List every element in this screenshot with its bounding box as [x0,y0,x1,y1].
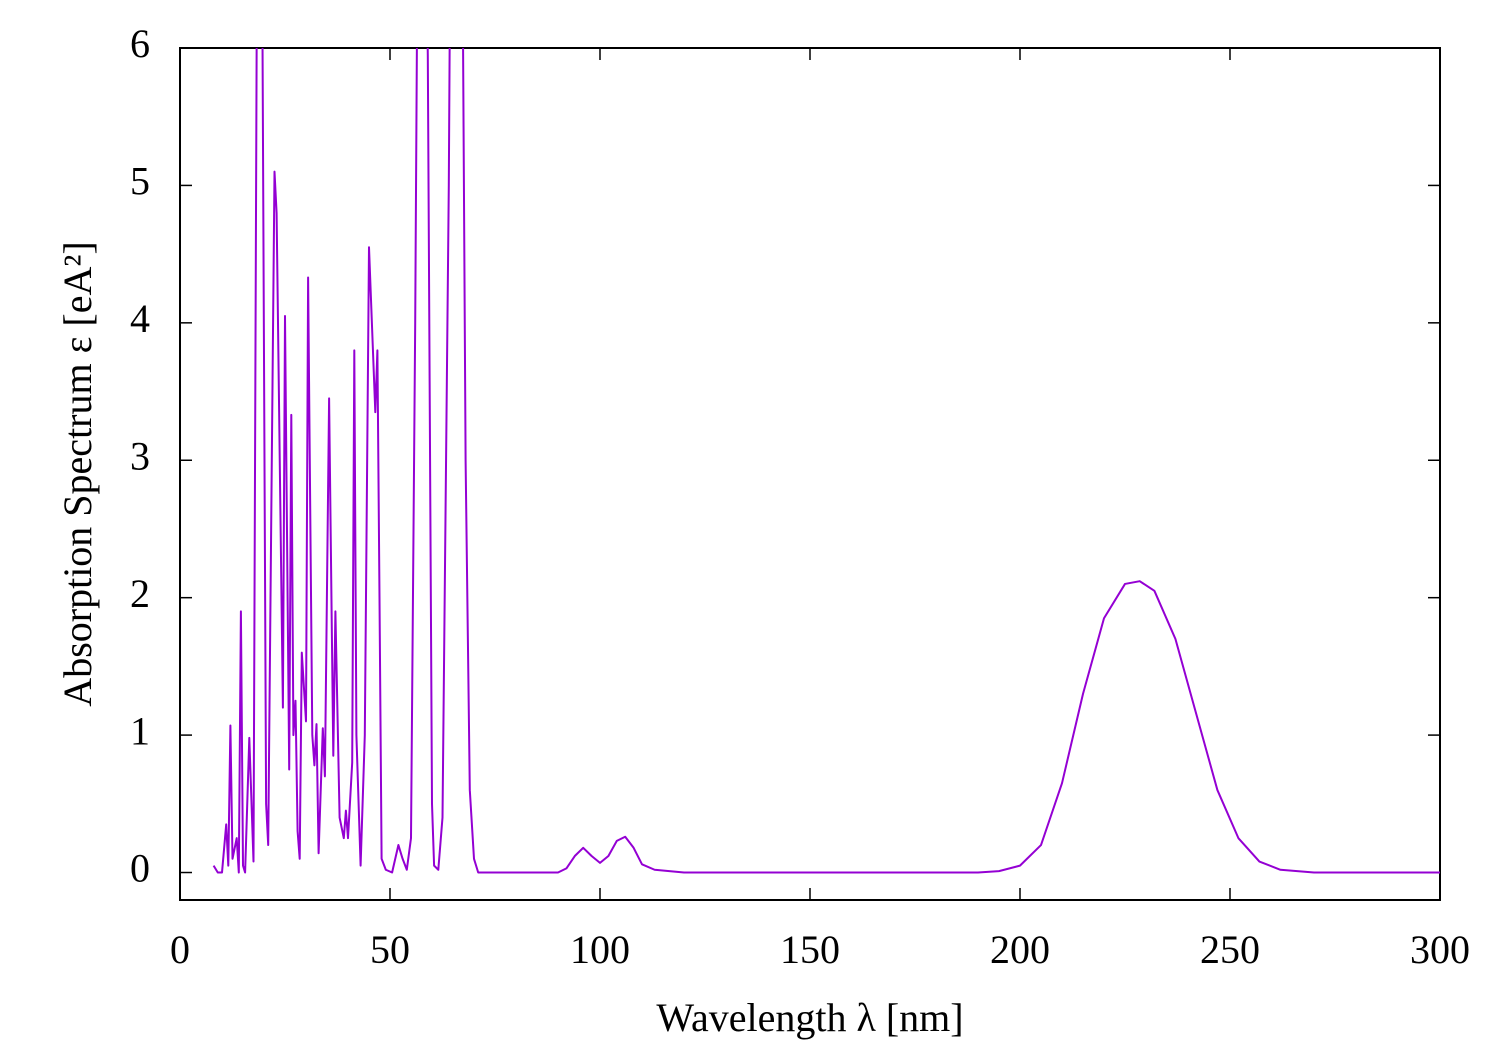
y-tick-label: 5 [130,159,150,204]
y-axis-label: Absorption Spectrum ε [eA²] [55,241,100,706]
x-tick-label: 50 [370,927,410,972]
y-tick-label: 3 [130,433,150,478]
y-tick-label: 4 [130,296,150,341]
x-tick-label: 250 [1200,927,1260,972]
y-tick-label: 2 [130,571,150,616]
x-tick-label: 150 [780,927,840,972]
x-tick-label: 200 [990,927,1050,972]
plot-frame [179,47,1441,901]
x-tick-label: 100 [570,927,630,972]
data-line [212,48,1440,874]
x-tick-label: 300 [1410,927,1470,972]
y-tick-label: 1 [130,708,150,753]
x-axis-label: Wavelength λ [nm] [656,995,963,1040]
y-tick-label: 0 [130,846,150,891]
y-tick-label: 6 [130,21,150,66]
x-tick-label: 0 [170,927,190,972]
